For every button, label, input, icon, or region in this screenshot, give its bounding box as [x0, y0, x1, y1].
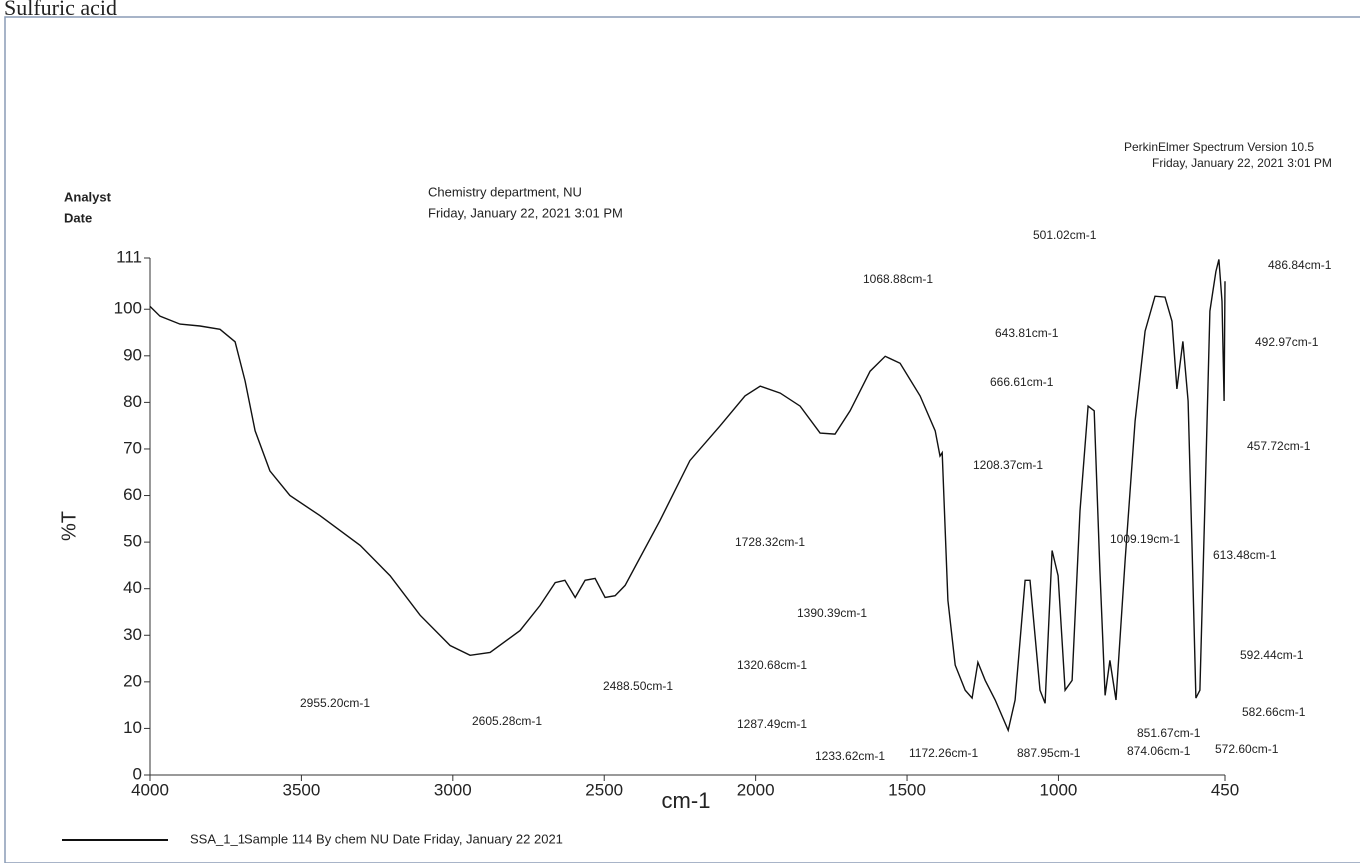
peak-label: 1728.32cm-1: [735, 535, 805, 549]
y-tick-label: 80: [123, 392, 142, 411]
peak-label: 1390.39cm-1: [797, 606, 867, 620]
x-tick-label: 2500: [585, 780, 623, 799]
peak-label: 572.60cm-1: [1215, 742, 1279, 756]
peak-label: 2488.50cm-1: [603, 679, 673, 693]
date-label: Date: [64, 210, 92, 225]
peak-label: 2605.28cm-1: [472, 714, 542, 728]
peak-label: 582.66cm-1: [1242, 705, 1306, 719]
x-tick-label: 450: [1211, 780, 1239, 799]
peak-label: 2955.20cm-1: [300, 696, 370, 710]
peak-label: 1233.62cm-1: [815, 749, 885, 763]
date-text: Friday, January 22, 2021 3:01 PM: [428, 205, 623, 220]
y-tick-label: 10: [123, 718, 142, 737]
software: PerkinElmer Spectrum Version 10.5: [1124, 140, 1314, 154]
y-tick-label: 40: [123, 578, 142, 597]
legend-label: SSA_1_1: [190, 831, 245, 846]
peak-label: 1172.26cm-1: [909, 746, 978, 760]
spectrum-line: [149, 259, 1226, 733]
x-axis-label: cm-1: [662, 788, 711, 813]
chart-title: Sulfuric acid: [4, 0, 117, 20]
y-tick-label: 30: [123, 625, 142, 644]
peak-label: 457.72cm-1: [1247, 439, 1311, 453]
y-tick-label: 20: [123, 671, 142, 690]
peak-label: 851.67cm-1: [1137, 726, 1201, 740]
y-tick-label: 111: [116, 247, 142, 266]
department: Chemistry department, NU: [428, 184, 582, 199]
peak-label: 501.02cm-1: [1033, 228, 1097, 242]
peak-label: 1068.88cm-1: [863, 272, 933, 286]
peak-label: 1009.19cm-1: [1110, 532, 1180, 546]
peak-label: 666.61cm-1: [990, 375, 1054, 389]
x-tick-label: 3500: [282, 780, 320, 799]
x-tick-label: 1500: [888, 780, 926, 799]
peak-label: 486.84cm-1: [1268, 258, 1332, 272]
peak-label: 613.48cm-1: [1213, 548, 1277, 562]
x-tick-label: 1000: [1040, 780, 1078, 799]
y-tick-label: 60: [123, 485, 142, 504]
x-tick-label: 3000: [434, 780, 472, 799]
y-axis-label: %T: [58, 511, 80, 541]
y-tick-label: 100: [114, 299, 142, 318]
peak-label: 1208.37cm-1: [973, 458, 1043, 472]
peak-label: 492.97cm-1: [1255, 335, 1319, 349]
peak-label: 1320.68cm-1: [737, 658, 807, 672]
peak-label: 592.44cm-1: [1240, 648, 1304, 662]
peak-label: 643.81cm-1: [995, 326, 1059, 340]
y-tick-label: 70: [123, 438, 142, 457]
peak-label: 1287.49cm-1: [737, 717, 807, 731]
software-date: Friday, January 22, 2021 3:01 PM: [1152, 156, 1332, 170]
y-tick-label: 50: [123, 532, 142, 551]
x-tick-label: 4000: [131, 780, 169, 799]
peak-label: 874.06cm-1: [1127, 744, 1191, 758]
peak-label: 887.95cm-1: [1017, 746, 1081, 760]
analyst-label: Analyst: [64, 189, 112, 204]
legend-description: Sample 114 By chem NU Date Friday, Janua…: [244, 831, 563, 846]
x-tick-label: 2000: [737, 780, 775, 799]
y-tick-label: 90: [123, 345, 142, 364]
y-tick-label: 0: [133, 764, 142, 783]
